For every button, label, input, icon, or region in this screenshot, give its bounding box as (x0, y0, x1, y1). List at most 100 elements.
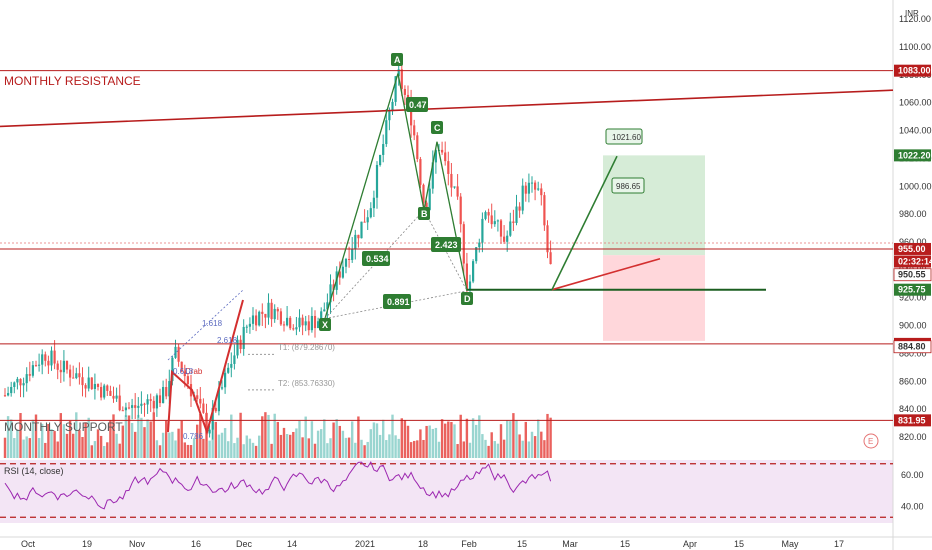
candle-body (177, 346, 180, 362)
volume-bar (502, 439, 506, 458)
volume-bar (233, 443, 236, 458)
time-tick-label: 16 (191, 539, 201, 549)
price-tag-box (893, 268, 932, 282)
candle-body (344, 258, 348, 267)
candle-body (227, 367, 230, 373)
volume-bar (540, 431, 543, 458)
volume-bar (524, 421, 527, 458)
candle-body (112, 395, 115, 399)
time-tick-label: Dec (236, 539, 253, 549)
point-a-tag (391, 53, 403, 66)
volume-bar (515, 420, 518, 458)
volume-bars (3, 412, 552, 458)
candle-body (248, 323, 251, 327)
volume-bar (484, 439, 487, 458)
volume-bar (354, 442, 357, 458)
crab-ratio-4: 0.786 (183, 432, 204, 441)
time-tick-label: Mar (562, 539, 578, 549)
volume-bar (261, 416, 264, 458)
volume-bar (546, 413, 549, 458)
candle-body (220, 387, 224, 389)
volume-bar (434, 427, 438, 458)
candle-body (62, 360, 65, 373)
candle-body (171, 357, 174, 382)
candle-body (310, 315, 313, 331)
volume-bar (316, 430, 320, 458)
candle-body (155, 395, 158, 409)
event-marker[interactable] (863, 433, 879, 449)
candle-body (236, 339, 239, 356)
volume-bar (183, 442, 186, 458)
candle-body (217, 388, 220, 412)
candle-body (289, 317, 292, 329)
volume-bar (341, 430, 345, 458)
volume-bar (468, 442, 472, 458)
candle-body (292, 328, 295, 330)
volume-bar (192, 438, 196, 458)
volume-bar (146, 419, 149, 458)
price-tag-box (893, 340, 932, 354)
candle-body (165, 387, 168, 397)
point-x-label: X (322, 320, 328, 330)
volume-bar (490, 432, 493, 458)
candle-body (416, 135, 419, 160)
ratio-xb: 0.534 (366, 254, 389, 264)
candle-body (546, 225, 549, 253)
candle-body (307, 321, 310, 331)
candle-body (487, 212, 490, 216)
ratio-xb-tag (362, 251, 390, 266)
candle-body (261, 311, 264, 314)
candle-body (332, 284, 335, 290)
candle-body (298, 317, 301, 328)
volume-bar (149, 421, 152, 458)
ratio-bcd-tag (431, 237, 461, 252)
candle-body (196, 395, 199, 399)
volume-bar (174, 440, 177, 458)
time-tick-label: Oct (21, 539, 36, 549)
candle-body (84, 385, 87, 389)
price-tag-value: 02:32:14 (898, 257, 932, 267)
volume-bar (62, 424, 66, 458)
volume-bar (28, 438, 31, 458)
candle-body (326, 302, 329, 310)
candle-body (13, 382, 16, 387)
candle-body (468, 281, 472, 289)
volume-bar (313, 443, 317, 458)
candle-body (391, 101, 394, 112)
candle-body (50, 350, 53, 366)
candle-body (375, 164, 379, 198)
candle-body (28, 374, 31, 376)
candle-body (521, 185, 524, 211)
candle-body (131, 405, 134, 408)
volume-bar (16, 429, 19, 458)
time-tick-label: 17 (834, 539, 844, 549)
candle-body (211, 407, 214, 430)
candle-body (286, 317, 289, 326)
price-tick-label: 820.00 (899, 432, 927, 442)
candle-body (41, 354, 44, 365)
candle-body (258, 311, 261, 326)
rsi-label: RSI (14, close) (4, 466, 64, 476)
volume-bar (31, 419, 35, 458)
volume-bar (168, 432, 171, 458)
volume-bar (37, 437, 41, 458)
crab-pattern-lines (167, 299, 244, 436)
candle-body (530, 182, 534, 184)
volume-bar (186, 444, 190, 458)
volume-bar (214, 421, 217, 458)
candle-body (456, 186, 459, 197)
volume-bar (450, 422, 453, 458)
candle-body (382, 144, 385, 155)
volume-bar (245, 435, 248, 458)
candle-body (450, 173, 453, 188)
candle-body (388, 111, 391, 121)
volume-bar (236, 437, 239, 458)
volume-bar (431, 428, 434, 458)
volume-bar (459, 414, 462, 458)
volume-bar (25, 436, 28, 458)
point-x-tag (319, 318, 331, 331)
candle-body (25, 374, 28, 384)
candle-body (53, 350, 56, 364)
rsi-band-fill (0, 460, 893, 523)
